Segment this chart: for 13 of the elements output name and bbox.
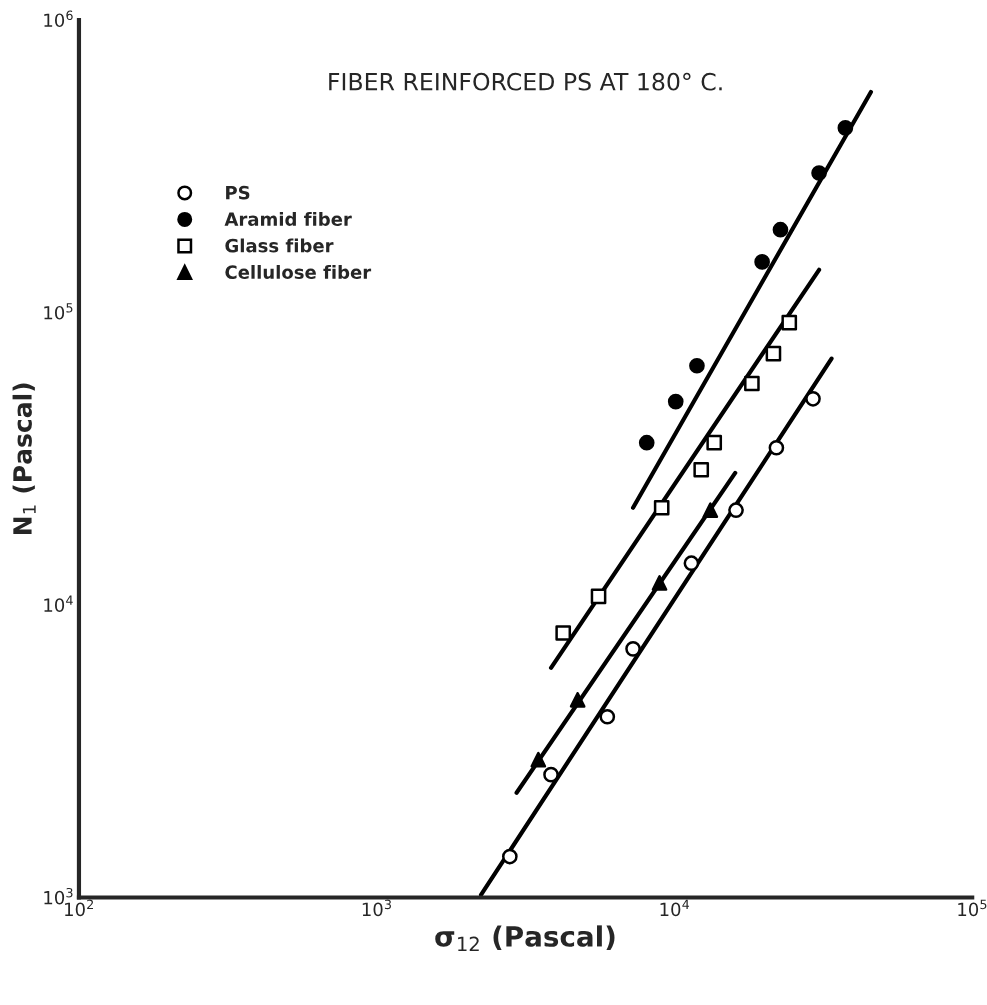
x-tick-label: 10$^{4}$ [660,899,690,917]
legend-label: Aramid fiber [224,212,352,226]
y-tick-label: 10$^{4}$ [44,595,73,612]
legend-label: Cellulose fiber [225,265,372,279]
legend-label: PS [226,185,250,200]
y-tick-label: 10$^{5}$ [44,303,73,320]
legend-label: Glass fiber [225,238,334,253]
x-axis-title: σ$_{12}$ (Pascal) [435,925,615,952]
x-tick-label: 10$^{3}$ [362,899,391,917]
y-axis-title: N$_{1}$ (Pascal) [12,383,36,534]
text: FIBER REINFORCED PS AT 180° C. [329,72,722,91]
x-tick-label: 10$^{5}$ [958,899,987,917]
y-tick-label: 10$^{6}$ [44,10,73,28]
